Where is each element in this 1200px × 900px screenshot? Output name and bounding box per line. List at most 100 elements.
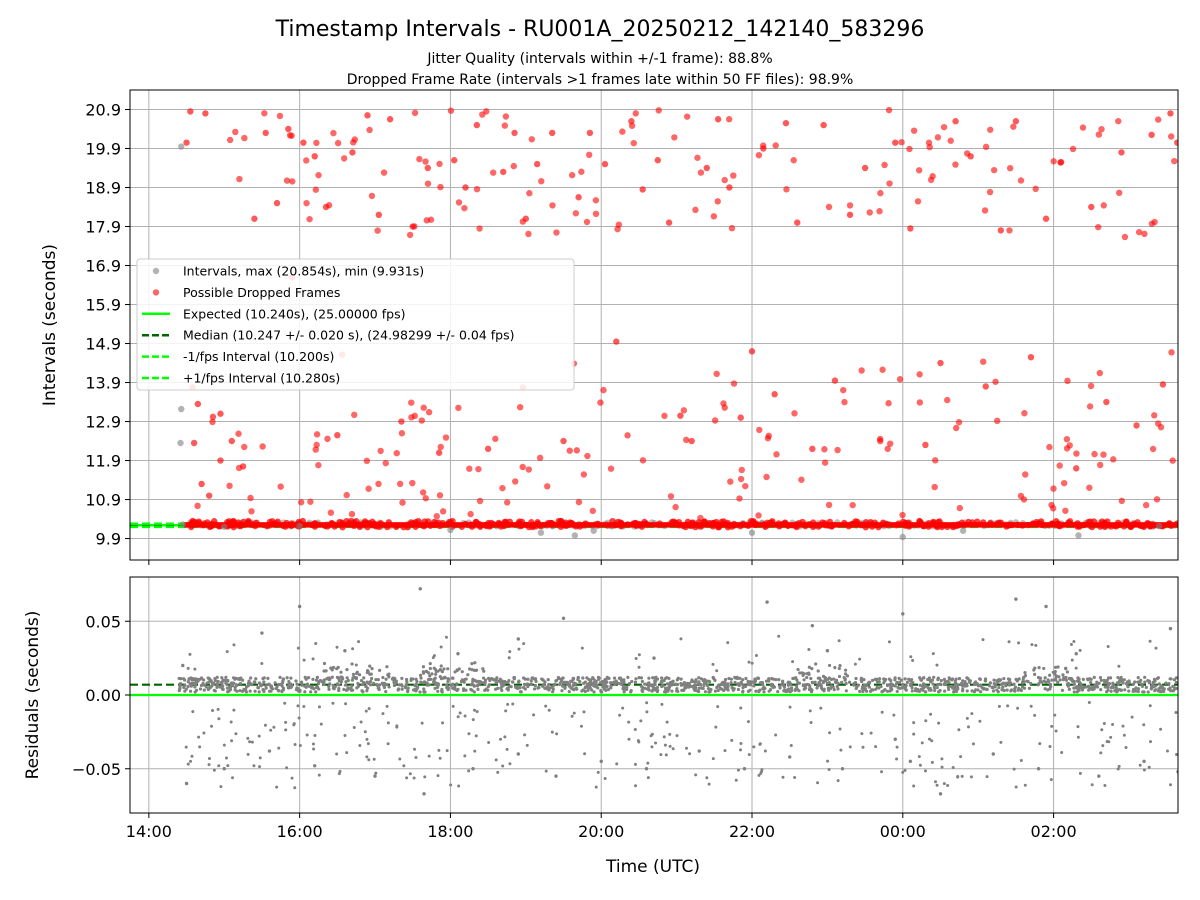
dropped-frame-point	[435, 449, 443, 456]
residual-point	[193, 677, 198, 681]
intervals-y-tick-label: 17.9	[85, 218, 121, 237]
residual-point	[956, 685, 960, 690]
residual-point	[889, 682, 893, 686]
dropped-frame-point	[553, 229, 560, 236]
residual-point	[557, 677, 561, 681]
residual-point	[523, 733, 527, 737]
residual-point	[664, 690, 668, 694]
dropped-frame-point	[1169, 457, 1176, 464]
residual-point	[244, 687, 248, 692]
dropped-dense-band	[184, 517, 1178, 531]
dropped-frame-point	[737, 414, 744, 421]
dropped-frame-point	[241, 134, 248, 142]
residual-point	[1044, 604, 1048, 609]
residual-point	[404, 683, 408, 687]
dropped-frame-point	[840, 386, 847, 394]
residual-point	[898, 680, 902, 684]
residual-point	[816, 669, 820, 673]
residual-point	[345, 751, 349, 755]
dropped-frame-point	[442, 434, 450, 441]
residual-point	[525, 743, 529, 747]
dropped-frame-point	[239, 463, 247, 470]
residual-point	[202, 688, 206, 692]
intervals-plot-area	[130, 106, 1178, 541]
residual-point	[440, 690, 444, 694]
residuals-x-tick-label: 20:00	[578, 822, 624, 841]
dropped-frame-point	[566, 447, 573, 454]
dropped-frame-point	[1032, 185, 1039, 193]
residual-point	[1067, 676, 1072, 681]
residual-point	[786, 683, 791, 687]
dropped-frame-point	[1155, 116, 1162, 123]
residual-point	[738, 676, 742, 680]
residual-point	[277, 689, 281, 693]
residual-point	[547, 682, 551, 687]
residual-point	[234, 683, 239, 687]
residual-point	[387, 672, 391, 676]
residual-point	[313, 764, 317, 768]
dropped-frame-point	[665, 219, 673, 226]
residual-point	[777, 678, 781, 682]
intervals-plot-frame	[129, 89, 1179, 561]
residual-point	[512, 675, 517, 680]
residual-point	[1007, 682, 1012, 686]
residual-point	[419, 676, 423, 680]
residual-point	[599, 690, 603, 694]
residual-point	[470, 662, 474, 666]
residual-point	[458, 711, 462, 715]
residual-point	[1034, 643, 1038, 647]
residual-point	[351, 672, 356, 676]
residual-point	[1105, 739, 1109, 743]
residual-point	[186, 762, 190, 766]
residual-point	[474, 668, 478, 672]
dropped-frame-point	[439, 508, 447, 515]
residual-point	[1099, 751, 1103, 755]
residual-point	[280, 690, 284, 694]
residual-point	[619, 682, 623, 686]
residual-point	[650, 745, 654, 749]
residual-point	[286, 686, 291, 690]
residual-point	[432, 677, 436, 682]
residual-point	[220, 687, 225, 691]
residual-point	[808, 686, 812, 690]
residual-point	[711, 757, 715, 761]
dropped-frame-point	[748, 348, 756, 355]
legend-marker	[152, 289, 160, 296]
residual-point	[1109, 735, 1113, 739]
residual-point	[331, 665, 336, 670]
residual-point	[949, 684, 953, 689]
residual-point	[971, 742, 975, 746]
residual-point	[668, 744, 672, 748]
dropped-frame-point	[437, 443, 444, 451]
residual-point	[776, 689, 780, 694]
residual-point	[644, 767, 649, 771]
residual-point	[343, 734, 347, 738]
residual-point	[893, 737, 897, 741]
residual-point	[663, 686, 668, 690]
residual-point	[346, 678, 350, 683]
residual-point	[1111, 681, 1115, 685]
residual-point	[529, 682, 533, 686]
residual-point	[362, 676, 366, 680]
residual-point	[366, 670, 370, 674]
residual-point	[580, 646, 584, 650]
residual-point	[439, 645, 443, 649]
dropped-frame-point	[613, 338, 620, 345]
dropped-frame-point	[1167, 110, 1174, 117]
residual-point	[1058, 678, 1062, 682]
residual-point	[852, 683, 856, 687]
dropped-frame-point	[538, 178, 545, 185]
residual-point	[440, 669, 444, 674]
residual-point	[1022, 680, 1026, 684]
residual-point	[457, 784, 461, 788]
dropped-frame-point	[248, 508, 255, 515]
legend-label: Median (10.247 +/- 0.020 s), (24.98299 +…	[183, 328, 514, 343]
residual-point	[1070, 678, 1074, 682]
residual-point	[985, 775, 989, 779]
dropped-frame-point	[406, 231, 414, 239]
residual-point	[281, 686, 286, 691]
dropped-frame-point	[1133, 422, 1140, 429]
residual-point	[768, 688, 773, 692]
dropped-frame-point	[980, 358, 987, 365]
residual-point	[357, 673, 362, 677]
